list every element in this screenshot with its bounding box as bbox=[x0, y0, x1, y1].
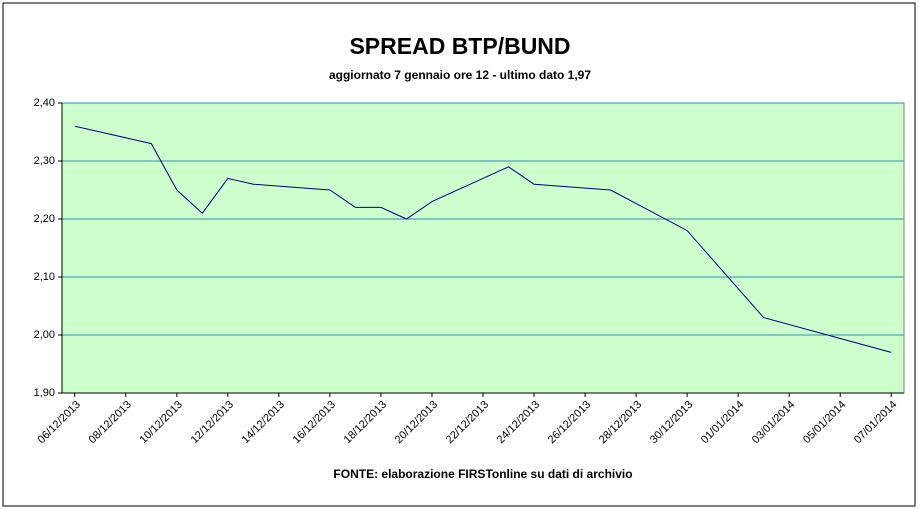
y-tick-label: 2,20 bbox=[34, 213, 55, 225]
y-tick-label: 2,40 bbox=[34, 97, 55, 109]
line-series bbox=[74, 125, 892, 353]
chart-title: SPREAD BTP/BUND bbox=[349, 33, 570, 59]
y-tick-label: 2,00 bbox=[34, 329, 55, 341]
y-tick-label: 2,10 bbox=[34, 271, 55, 283]
chart-subtitle: aggiornato 7 gennaio ore 12 - ultimo dat… bbox=[329, 68, 591, 82]
y-tick-label: 2,30 bbox=[34, 155, 55, 167]
y-tick-label: 1,90 bbox=[34, 387, 55, 399]
plot-area bbox=[61, 102, 905, 394]
source-note: FONTE: elaborazione FIRSTonline su dati … bbox=[333, 467, 632, 481]
